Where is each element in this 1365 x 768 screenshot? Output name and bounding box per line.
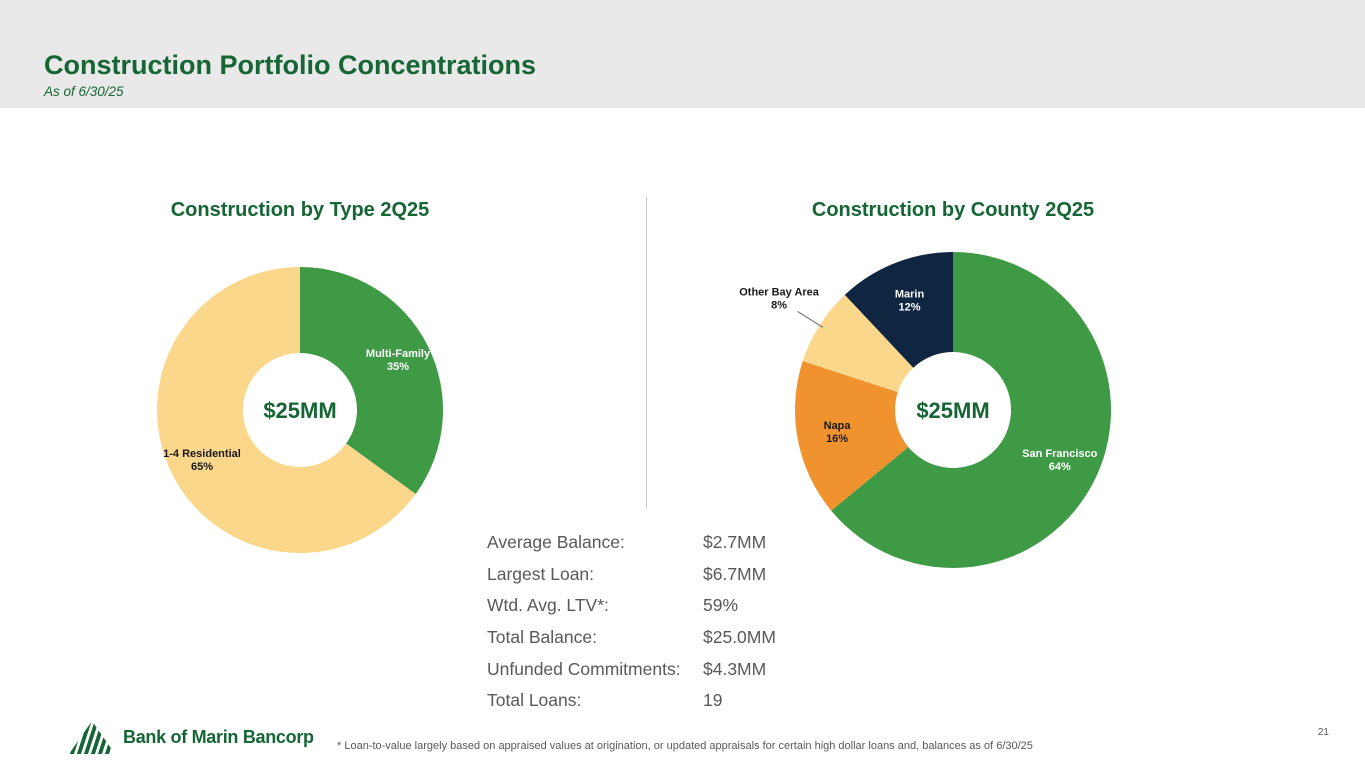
construction-by-type-donut: Multi-Family 35% 1-4 Residential 65% $25MM (156, 267, 443, 553)
stat-label: Largest Loan: (487, 563, 595, 584)
slice-napa (794, 361, 909, 511)
slice-san-francisco (831, 252, 1112, 568)
construction-by-county-section: Construction by County 2Q25 San Francisc… (723, 198, 1183, 580)
slice-label: San Francisco 64% (1022, 448, 1097, 473)
stat-value: $2.7MM (703, 532, 767, 553)
slice-1-4-residential (156, 267, 416, 553)
header-band: Construction Portfolio Concentrations As… (0, 0, 1365, 108)
mountain-logo-icon (69, 721, 115, 754)
stat-row-total-balance: Total Balance: $25.0MM (487, 622, 776, 654)
portfolio-stats: Average Balance: $2.7MM Largest Loan: $6… (487, 527, 776, 717)
footnote: * Loan-to-value largely based on apprais… (337, 740, 1033, 752)
label-leader-line (797, 310, 824, 328)
stat-row-unfunded-commitments: Unfunded Commitments: $4.3MM (487, 653, 776, 685)
stat-label: Average Balance: (487, 532, 625, 553)
stat-value: $6.7MM (703, 563, 767, 584)
construction-by-county-donut: San Francisco 64% Napa 16% Other Bay Area 8% M… (739, 252, 1112, 568)
stat-label: Total Loans: (487, 690, 582, 711)
stat-row-largest-loan: Largest Loan: $6.7MM (487, 559, 776, 591)
slice-label: Multi-Family 35% (366, 348, 431, 373)
page-title: Construction Portfolio Concentrations (44, 50, 536, 80)
construction-by-type-section: Construction by Type 2Q25 Multi-Family 35… (130, 198, 470, 580)
slice-label: Other Bay Area 8% (739, 287, 820, 312)
stat-value: 19 (703, 690, 723, 711)
slice-label: Napa 16% (824, 420, 852, 445)
page-number: 21 (1317, 727, 1329, 738)
stat-row-wtd-avg-ltv: Wtd. Avg. LTV*: 59% (487, 590, 776, 622)
stat-row-total-loans: Total Loans: 19 (487, 685, 776, 717)
donut-center-value: $25MM (263, 398, 336, 423)
logo-wordmark: Bank of Marin Bancorp (123, 726, 314, 747)
section-divider (646, 197, 647, 509)
donut-center-value: $25MM (916, 398, 989, 423)
bank-of-marin-logo: Bank of Marin Bancorp (68, 720, 314, 754)
slice-label: 1-4 Residential 65% (163, 448, 241, 473)
chart-title-type: Construction by Type 2Q25 (170, 199, 430, 221)
stat-label: Wtd. Avg. LTV*: (487, 595, 609, 616)
chart-title-county: Construction by County 2Q25 (811, 199, 1095, 221)
slice-label: Marin 12% (895, 288, 925, 313)
as-of-date: As of 6/30/25 (44, 84, 124, 99)
stat-value: $25.0MM (703, 627, 776, 648)
stat-row-average-balance: Average Balance: $2.7MM (487, 527, 776, 559)
stat-value: 59% (703, 595, 739, 616)
slice-multi-family (300, 267, 443, 495)
slice-marin (844, 252, 953, 368)
stat-label: Total Balance: (487, 627, 597, 648)
stat-value: $4.3MM (703, 658, 767, 679)
slice-other-bay-area (802, 294, 914, 393)
stat-label: Unfunded Commitments: (487, 658, 681, 679)
